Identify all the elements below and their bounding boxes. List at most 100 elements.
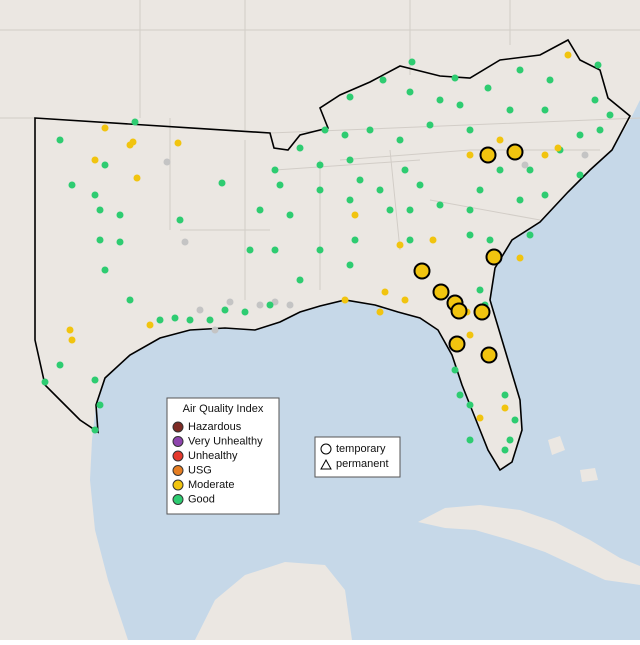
monitor [516,196,524,204]
state-lines [0,0,640,300]
monitor [56,136,64,144]
monitor [91,376,99,384]
monitor [296,276,304,284]
monitor [321,126,329,134]
monitor [276,181,284,189]
monitor [466,126,474,134]
temporary-monitor [413,262,431,280]
monitor [351,236,359,244]
monitor [594,61,602,69]
legend-label: USG [188,464,212,476]
legend-swatch [172,465,184,476]
monitor [176,216,184,224]
monitor [466,401,474,409]
monitor [501,404,509,412]
monitor [346,93,354,101]
monitor [476,286,484,294]
monitor [456,101,464,109]
monitor [381,288,389,296]
monitor [376,308,384,316]
monitor [521,161,529,169]
monitor [581,151,589,159]
legend-label: Unhealthy [188,450,238,462]
monitor [526,231,534,239]
monitor [181,238,189,246]
monitor [101,124,109,132]
monitor [456,391,464,399]
monitor [476,186,484,194]
monitor [466,436,474,444]
monitor [174,139,182,147]
triangle-symbol [320,458,332,470]
land-yucatan [195,562,352,640]
monitor [366,126,374,134]
shape-legend: temporary permanent [314,436,401,478]
monitor [91,426,99,434]
monitor [541,106,549,114]
monitor [96,401,104,409]
monitor [591,96,599,104]
legend-swatch [172,479,184,491]
monitor [451,74,459,82]
monitors [41,51,614,454]
monitor [271,166,279,174]
monitor [541,151,549,159]
temporary-monitor [473,303,491,321]
legend-label: permanent [336,458,389,470]
legend-label: Very Unhealthy [188,435,263,447]
monitor [501,391,509,399]
legend-box [314,436,401,478]
monitor [346,196,354,204]
monitor [226,298,234,306]
monitor [116,211,124,219]
monitor [346,261,354,269]
monitor [271,246,279,254]
monitor [221,306,229,314]
land-bahamas [548,436,598,482]
monitor [156,316,164,324]
monitor [426,121,434,129]
monitor [196,306,204,314]
monitor [476,414,484,422]
monitor [496,166,504,174]
monitor [91,156,99,164]
monitor [486,236,494,244]
monitor [101,161,109,169]
monitor [511,416,519,424]
monitor [379,76,387,84]
monitor [351,211,359,219]
monitor [376,186,384,194]
monitor [286,211,294,219]
monitor [526,166,534,174]
monitor [554,144,562,152]
monitor [129,138,137,146]
monitor [401,296,409,304]
monitor [256,206,264,214]
monitor [96,206,104,214]
monitor [316,161,324,169]
monitor [506,436,514,444]
monitor [436,96,444,104]
monitor [396,136,404,144]
monitor [429,236,437,244]
temporary-monitor [479,146,497,164]
monitor [91,191,99,199]
monitor [496,136,504,144]
monitor [401,166,409,174]
monitor [484,84,492,92]
monitor [466,231,474,239]
monitor [133,174,141,182]
circle-symbol [320,443,332,455]
monitor [286,301,294,309]
monitor [126,296,134,304]
aqi-legend: Air Quality Index Hazardous Very Unhealth… [166,397,280,515]
monitor [386,206,394,214]
monitor [516,66,524,74]
monitor [186,316,194,324]
legend-swatch [172,450,184,462]
monitor [346,156,354,164]
monitor [66,326,74,334]
temporary-monitor [432,283,450,301]
